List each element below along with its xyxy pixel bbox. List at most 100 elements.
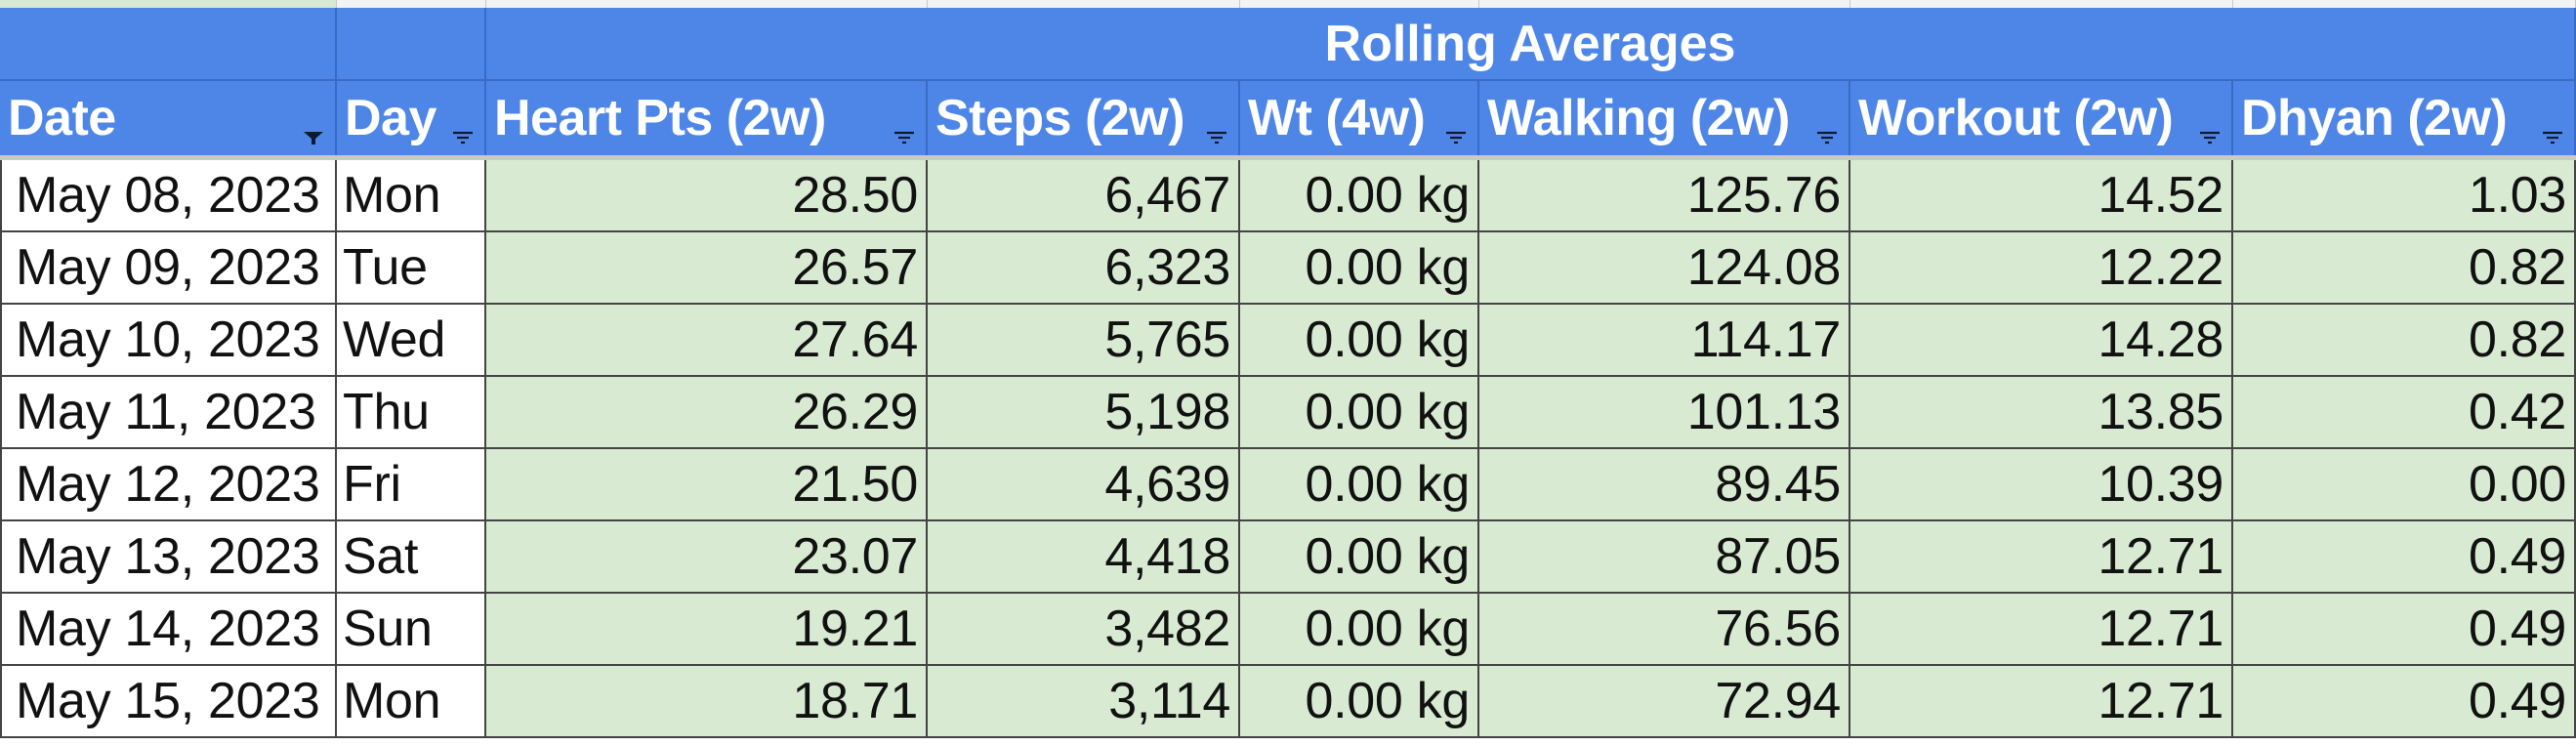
- dhyan-cell[interactable]: 1.03: [2233, 160, 2576, 232]
- date-cell[interactable]: May 14, 2023: [0, 594, 337, 666]
- filter-icon[interactable]: [1205, 130, 1228, 145]
- rolling-averages-banner-cell[interactable]: Rolling Averages: [486, 8, 2576, 81]
- steps-cell[interactable]: 5,765: [928, 305, 1240, 377]
- data-rows: May 08, 2023 Mon 28.50 6,467 0.00 kg 125.76 14…: [0, 160, 2576, 738]
- workout-cell[interactable]: 10.39: [1850, 449, 2233, 521]
- walking-cell[interactable]: 76.56: [1479, 594, 1850, 666]
- heart-pts-cell[interactable]: 21.50: [486, 449, 928, 521]
- steps-cell[interactable]: 3,114: [928, 666, 1240, 738]
- header-cell-empty[interactable]: [0, 8, 337, 81]
- cell[interactable]: [928, 0, 1240, 8]
- column-header-heart-pts[interactable]: Heart Pts (2w): [486, 81, 928, 155]
- cell[interactable]: [486, 0, 928, 8]
- weight-cell[interactable]: 0.00 kg: [1240, 160, 1479, 232]
- walking-cell[interactable]: 114.17: [1479, 305, 1850, 377]
- workout-cell[interactable]: 12.71: [1850, 666, 2233, 738]
- weight-cell[interactable]: 0.00 kg: [1240, 232, 1479, 305]
- dhyan-cell[interactable]: 0.42: [2233, 377, 2576, 449]
- column-header-workout[interactable]: Workout (2w): [1850, 81, 2233, 155]
- day-cell[interactable]: Thu: [337, 377, 486, 449]
- workout-cell[interactable]: 14.52: [1850, 160, 2233, 232]
- filter-icon[interactable]: [2541, 130, 2564, 145]
- steps-cell[interactable]: 3,482: [928, 594, 1240, 666]
- steps-cell[interactable]: 6,323: [928, 232, 1240, 305]
- heart-pts-cell[interactable]: 26.57: [486, 232, 928, 305]
- cell[interactable]: [1850, 0, 2233, 8]
- table-row: May 13, 2023 Sat 23.07 4,418 0.00 kg 87.05 12.…: [0, 521, 2576, 594]
- date-cell[interactable]: May 10, 2023: [0, 305, 337, 377]
- walking-cell[interactable]: 125.76: [1479, 160, 1850, 232]
- filter-icon[interactable]: [2198, 130, 2222, 145]
- column-header-wt[interactable]: Wt (4w): [1240, 81, 1479, 155]
- column-header-date[interactable]: Date: [0, 81, 337, 155]
- dhyan-cell[interactable]: 0.82: [2233, 305, 2576, 377]
- day-cell[interactable]: Mon: [337, 666, 486, 738]
- day-cell[interactable]: Wed: [337, 305, 486, 377]
- workout-cell[interactable]: 12.71: [1850, 521, 2233, 594]
- workout-cell[interactable]: 13.85: [1850, 377, 2233, 449]
- walking-cell[interactable]: 124.08: [1479, 232, 1850, 305]
- weight-cell[interactable]: 0.00 kg: [1240, 594, 1479, 666]
- date-cell[interactable]: May 08, 2023: [0, 160, 337, 232]
- table-row: May 14, 2023 Sun 19.21 3,482 0.00 kg 76.56 12.…: [0, 594, 2576, 666]
- day-cell[interactable]: Tue: [337, 232, 486, 305]
- walking-cell[interactable]: 89.45: [1479, 449, 1850, 521]
- header-cell-empty[interactable]: [337, 8, 486, 81]
- walking-cell[interactable]: 87.05: [1479, 521, 1850, 594]
- steps-cell[interactable]: 5,198: [928, 377, 1240, 449]
- date-cell[interactable]: May 09, 2023: [0, 232, 337, 305]
- heart-pts-cell[interactable]: 26.29: [486, 377, 928, 449]
- weight-cell[interactable]: 0.00 kg: [1240, 666, 1479, 738]
- day-cell[interactable]: Fri: [337, 449, 486, 521]
- workout-cell[interactable]: 14.28: [1850, 305, 2233, 377]
- dhyan-cell[interactable]: 0.00: [2233, 449, 2576, 521]
- heart-pts-cell[interactable]: 19.21: [486, 594, 928, 666]
- heart-pts-cell[interactable]: 27.64: [486, 305, 928, 377]
- table-row: May 11, 2023 Thu 26.29 5,198 0.00 kg 101.13 13…: [0, 377, 2576, 449]
- date-cell[interactable]: May 11, 2023: [0, 377, 337, 449]
- rolling-averages-title: Rolling Averages: [1324, 15, 1736, 72]
- heart-pts-cell[interactable]: 28.50: [486, 160, 928, 232]
- column-header-dhyan[interactable]: Dhyan (2w): [2233, 81, 2576, 155]
- workout-cell[interactable]: 12.71: [1850, 594, 2233, 666]
- weight-cell[interactable]: 0.00 kg: [1240, 521, 1479, 594]
- walking-cell[interactable]: 72.94: [1479, 666, 1850, 738]
- date-cell[interactable]: May 13, 2023: [0, 521, 337, 594]
- cell[interactable]: [0, 0, 337, 8]
- date-cell[interactable]: May 12, 2023: [0, 449, 337, 521]
- dhyan-cell[interactable]: 0.49: [2233, 666, 2576, 738]
- filter-icon[interactable]: [1444, 130, 1468, 145]
- day-cell[interactable]: Mon: [337, 160, 486, 232]
- column-header-label: Day: [345, 90, 436, 146]
- dhyan-cell[interactable]: 0.82: [2233, 232, 2576, 305]
- weight-cell[interactable]: 0.00 kg: [1240, 377, 1479, 449]
- weight-cell[interactable]: 0.00 kg: [1240, 305, 1479, 377]
- steps-cell[interactable]: 4,418: [928, 521, 1240, 594]
- day-cell[interactable]: Sun: [337, 594, 486, 666]
- previous-row-strip: [0, 0, 2576, 8]
- column-header-walking[interactable]: Walking (2w): [1479, 81, 1850, 155]
- filter-active-icon[interactable]: [302, 130, 325, 145]
- weight-cell[interactable]: 0.00 kg: [1240, 449, 1479, 521]
- walking-cell[interactable]: 101.13: [1479, 377, 1850, 449]
- column-header-steps[interactable]: Steps (2w): [928, 81, 1240, 155]
- cell[interactable]: [1479, 0, 1850, 8]
- cell[interactable]: [337, 0, 486, 8]
- heart-pts-cell[interactable]: 18.71: [486, 666, 928, 738]
- column-header-label: Steps (2w): [935, 90, 1185, 146]
- cell[interactable]: [1240, 0, 1479, 8]
- steps-cell[interactable]: 4,639: [928, 449, 1240, 521]
- workout-cell[interactable]: 12.22: [1850, 232, 2233, 305]
- cell[interactable]: [2233, 0, 2576, 8]
- table-row: May 15, 2023 Mon 18.71 3,114 0.00 kg 72.94 12.…: [0, 666, 2576, 738]
- date-cell[interactable]: May 15, 2023: [0, 666, 337, 738]
- filter-icon[interactable]: [1815, 130, 1839, 145]
- heart-pts-cell[interactable]: 23.07: [486, 521, 928, 594]
- steps-cell[interactable]: 6,467: [928, 160, 1240, 232]
- dhyan-cell[interactable]: 0.49: [2233, 521, 2576, 594]
- dhyan-cell[interactable]: 0.49: [2233, 594, 2576, 666]
- filter-icon[interactable]: [893, 130, 916, 145]
- filter-icon[interactable]: [451, 130, 475, 145]
- column-header-day[interactable]: Day: [337, 81, 486, 155]
- day-cell[interactable]: Sat: [337, 521, 486, 594]
